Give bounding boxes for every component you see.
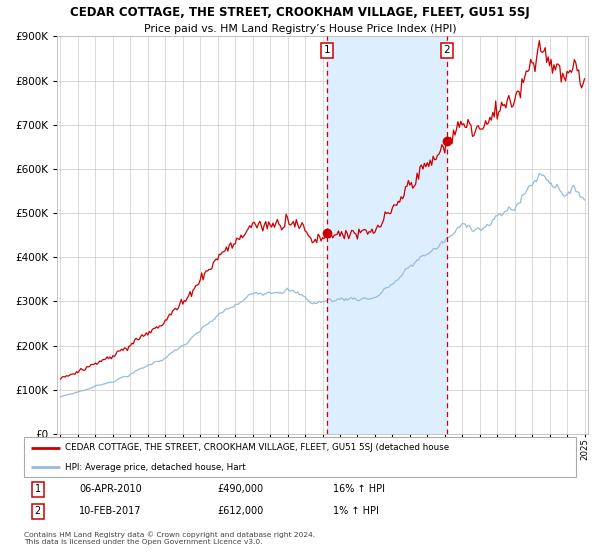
Text: HPI: Average price, detached house, Hart: HPI: Average price, detached house, Hart [65,463,246,472]
Text: CEDAR COTTAGE, THE STREET, CROOKHAM VILLAGE, FLEET, GU51 5SJ: CEDAR COTTAGE, THE STREET, CROOKHAM VILL… [70,6,530,18]
Text: 10-FEB-2017: 10-FEB-2017 [79,506,142,516]
Text: 1: 1 [324,45,331,55]
Text: 2: 2 [35,506,41,516]
Text: 2: 2 [443,45,450,55]
Text: Contains HM Land Registry data © Crown copyright and database right 2024.
This d: Contains HM Land Registry data © Crown c… [24,531,315,544]
Text: 1: 1 [35,484,41,494]
Text: 16% ↑ HPI: 16% ↑ HPI [333,484,385,494]
Text: £612,000: £612,000 [217,506,263,516]
Text: CEDAR COTTAGE, THE STREET, CROOKHAM VILLAGE, FLEET, GU51 5SJ (detached house: CEDAR COTTAGE, THE STREET, CROOKHAM VILL… [65,443,449,452]
Text: £490,000: £490,000 [217,484,263,494]
Text: Price paid vs. HM Land Registry’s House Price Index (HPI): Price paid vs. HM Land Registry’s House … [143,24,457,34]
Bar [327,36,447,434]
FancyBboxPatch shape [24,437,576,477]
Text: 1% ↑ HPI: 1% ↑ HPI [333,506,379,516]
Text: 06-APR-2010: 06-APR-2010 [79,484,142,494]
